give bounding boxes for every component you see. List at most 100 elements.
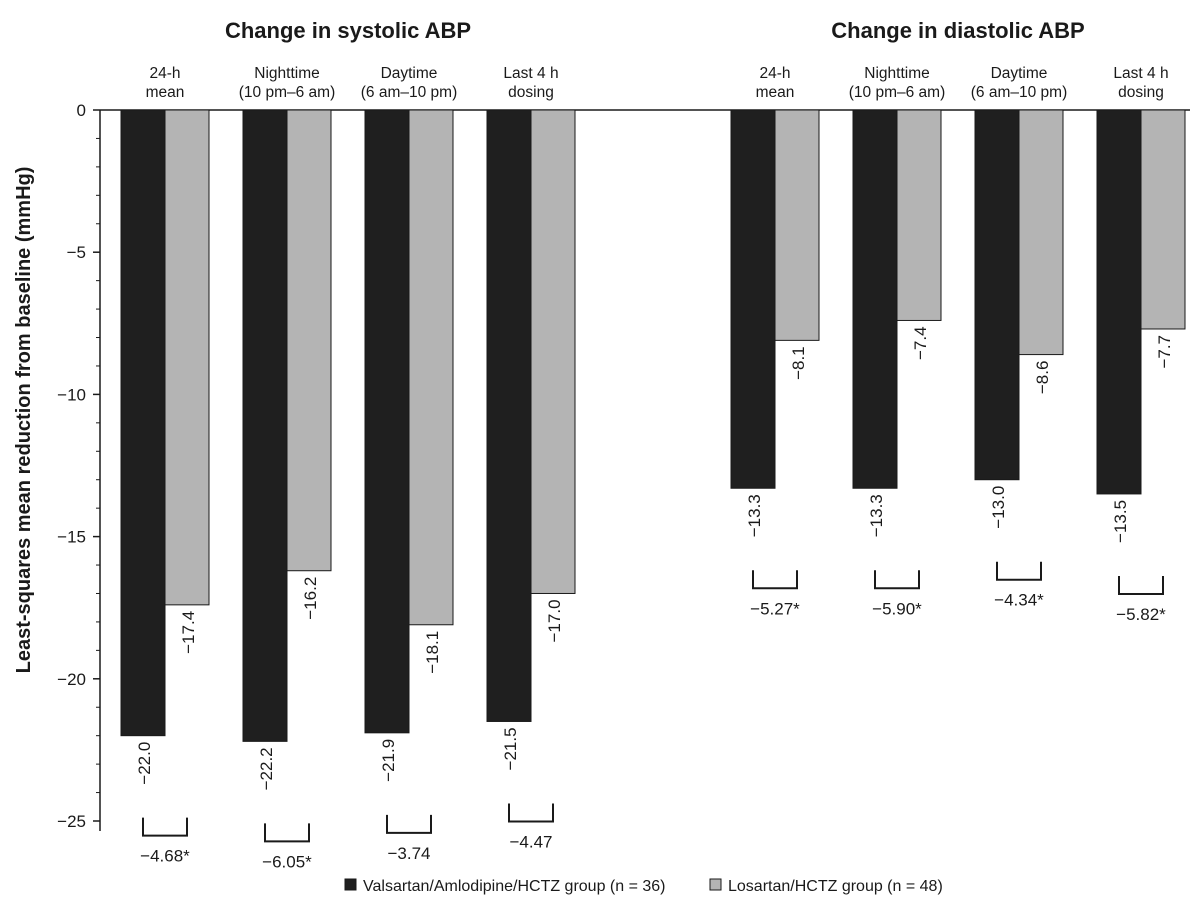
bar-group: Nighttime (10 pm–6 am) −22.2 −16.2 −6.05*	[239, 65, 335, 871]
difference-bracket: −4.47	[508, 803, 554, 851]
bar-losartan	[1140, 109, 1186, 330]
value-label: −18.1	[423, 631, 442, 674]
category-label: (10 pm–6 am)	[849, 84, 945, 101]
difference-label: −5.82*	[1116, 605, 1166, 624]
bar-losartan	[286, 109, 332, 572]
bar-valsartan	[852, 109, 898, 489]
difference-bracket: −4.34*	[994, 561, 1044, 610]
category-label: Daytime	[991, 65, 1048, 82]
value-label: −13.0	[989, 486, 1008, 529]
bracket-line	[264, 823, 310, 843]
category-label: mean	[146, 84, 185, 101]
difference-label: −3.74	[387, 844, 430, 863]
y-tick-label: −25	[57, 812, 86, 831]
legend-label: Losartan/HCTZ group (n = 48)	[728, 878, 943, 895]
bracket-line	[508, 803, 554, 823]
chart-panels: Change in systolic ABP 24-h mean −22.0 −17.4…	[120, 18, 1186, 871]
bar-group: 24-h mean −13.3 −8.1 −5.27*	[730, 65, 820, 618]
bar-group: Nighttime (10 pm–6 am) −13.3 −7.4 −5.90*	[849, 65, 945, 618]
value-label: −8.1	[789, 346, 808, 380]
legend: Valsartan/Amlodipine/HCTZ group (n = 36)…	[344, 878, 943, 895]
y-axis-label: Least-squares mean reduction from baseli…	[13, 167, 35, 674]
bar-losartan	[408, 109, 454, 626]
category-label: (6 am–10 pm)	[971, 84, 1067, 101]
difference-label: −5.27*	[750, 599, 800, 618]
value-label: −16.2	[301, 577, 320, 620]
bar-valsartan	[120, 109, 166, 737]
difference-label: −4.68*	[140, 847, 190, 866]
category-label: Last 4 h	[503, 65, 558, 82]
category-label: Last 4 h	[1113, 65, 1168, 82]
bracket-line	[752, 570, 798, 590]
category-label: Nighttime	[864, 65, 929, 82]
y-tick-label: −20	[57, 670, 86, 689]
category-label: Nighttime	[254, 65, 319, 82]
category-label: dosing	[1118, 84, 1164, 101]
bar-losartan	[164, 109, 210, 606]
category-label: 24-h	[759, 65, 790, 82]
value-label: −22.2	[257, 747, 276, 790]
bracket-line	[1118, 575, 1164, 595]
bar-losartan	[774, 109, 820, 341]
value-label: −22.0	[135, 742, 154, 785]
value-label: −17.0	[545, 599, 564, 642]
bar-group: Daytime (6 am–10 pm) −21.9 −18.1 −3.74	[361, 65, 457, 863]
legend-swatch	[344, 878, 357, 891]
legend-item-valsartan: Valsartan/Amlodipine/HCTZ group (n = 36)	[344, 878, 666, 895]
bracket-line	[142, 817, 188, 837]
bar-group: Last 4 h dosing −21.5 −17.0 −4.47	[486, 65, 576, 851]
y-tick-label: −5	[67, 243, 86, 262]
panel-diastolic: Change in diastolic ABP 24-h mean −13.3 −8.1…	[730, 18, 1186, 624]
panel-title: Change in systolic ABP	[225, 18, 471, 43]
y-tick-label: −15	[57, 528, 86, 547]
bar-group: Last 4 h dosing −13.5 −7.7 −5.82*	[1096, 65, 1186, 624]
category-label: (6 am–10 pm)	[361, 84, 457, 101]
bracket-line	[996, 561, 1042, 581]
legend-swatch	[709, 878, 722, 891]
value-label: −13.3	[745, 494, 764, 537]
value-label: −21.9	[379, 739, 398, 782]
bar-losartan	[896, 109, 942, 321]
difference-label: −4.47	[509, 832, 552, 851]
bar-valsartan	[364, 109, 410, 734]
category-label: mean	[756, 84, 795, 101]
category-label: dosing	[508, 84, 554, 101]
legend-label: Valsartan/Amlodipine/HCTZ group (n = 36)	[363, 878, 666, 895]
value-label: −17.4	[179, 611, 198, 654]
bar-valsartan	[974, 109, 1020, 481]
y-tick-label: 0	[77, 101, 86, 120]
panel-systolic: Change in systolic ABP 24-h mean −22.0 −17.4…	[120, 18, 576, 871]
difference-label: −6.05*	[262, 852, 312, 871]
value-label: −21.5	[501, 727, 520, 770]
bar-valsartan	[730, 109, 776, 489]
value-label: −7.7	[1155, 335, 1174, 369]
value-label: −7.4	[911, 326, 930, 360]
bar-losartan	[1018, 109, 1064, 356]
category-label: 24-h	[149, 65, 180, 82]
y-axis-label-group: Least-squares mean reduction from baseli…	[13, 167, 35, 674]
difference-bracket: −5.82*	[1116, 575, 1166, 624]
bracket-line	[386, 814, 432, 834]
difference-bracket: −3.74	[386, 814, 432, 863]
bar-valsartan	[1096, 109, 1142, 495]
difference-bracket: −4.68*	[140, 817, 190, 866]
difference-bracket: −6.05*	[262, 823, 312, 871]
difference-label: −4.34*	[994, 591, 1044, 610]
value-label: −13.5	[1111, 500, 1130, 543]
category-label: Daytime	[381, 65, 438, 82]
bar-losartan	[530, 109, 576, 594]
legend-item-losartan: Losartan/HCTZ group (n = 48)	[709, 878, 943, 895]
bracket-line	[874, 570, 920, 590]
bar-group: 24-h mean −22.0 −17.4 −4.68*	[120, 65, 210, 866]
difference-label: −5.90*	[872, 599, 922, 618]
bar-valsartan	[486, 109, 532, 722]
difference-bracket: −5.27*	[750, 570, 800, 618]
panel-title: Change in diastolic ABP	[831, 18, 1084, 43]
y-tick-label: −10	[57, 385, 86, 404]
bar-valsartan	[242, 109, 288, 742]
value-label: −13.3	[867, 494, 886, 537]
category-label: (10 pm–6 am)	[239, 84, 335, 101]
value-label: −8.6	[1033, 361, 1052, 395]
difference-bracket: −5.90*	[872, 570, 922, 618]
